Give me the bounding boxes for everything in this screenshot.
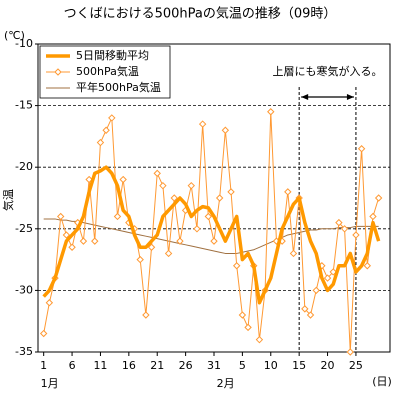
y-unit: (℃) (4, 29, 25, 42)
marker (221, 126, 230, 134)
marker (85, 175, 93, 184)
marker (255, 335, 264, 344)
x-tick-label: 21 (150, 359, 164, 372)
marker (170, 194, 178, 202)
marker (136, 255, 144, 264)
marker (142, 311, 150, 319)
legend-label: 500hPa気温 (76, 64, 139, 78)
x-tick-label: 6 (69, 359, 76, 372)
x-tick-label: 25 (349, 359, 363, 372)
marker (187, 181, 195, 190)
marker (284, 188, 292, 196)
marker (159, 181, 167, 190)
series-line (43, 218, 379, 254)
y-tick-label: -20 (15, 160, 33, 173)
marker (340, 225, 349, 233)
marker (233, 262, 241, 270)
legend-marker (54, 68, 62, 76)
x-tick-label: 20 (321, 359, 335, 372)
y-tick-label: -35 (15, 345, 33, 358)
x-unit: (日) (372, 375, 392, 388)
y-tick-label: -15 (15, 99, 33, 112)
month-label: 1月 (41, 377, 59, 390)
chart-title: つくばにおける500hPaの気温の推移（09時） (64, 6, 337, 22)
marker (164, 249, 173, 258)
x-tick-label: 31 (207, 359, 221, 372)
marker (96, 138, 105, 147)
x-tick-label: 15 (292, 359, 306, 372)
marker (335, 218, 343, 227)
marker (79, 237, 88, 245)
series-line (42, 165, 381, 305)
marker (198, 120, 207, 128)
marker (153, 169, 161, 178)
marker (210, 237, 218, 245)
marker (91, 237, 99, 245)
month-label: 2月 (217, 377, 235, 390)
x-tick-label: 26 (179, 359, 193, 372)
marker (147, 243, 156, 251)
marker (57, 212, 65, 221)
y-tick-label: -10 (15, 37, 33, 50)
marker (193, 225, 201, 233)
x-tick-label: 1 (40, 359, 47, 372)
x-tick-label: 5 (239, 359, 246, 372)
marker (267, 108, 275, 116)
y-tick-label: -30 (15, 283, 33, 296)
legend-label: 5日間移動平均 (76, 48, 149, 62)
marker (45, 299, 54, 307)
x-tick-label: 16 (122, 359, 136, 372)
marker (102, 126, 110, 134)
marker (301, 305, 309, 313)
y-axis-label: 気温 (1, 189, 15, 211)
x-tick-label: 10 (264, 359, 278, 372)
marker (357, 145, 366, 153)
x-tick-label: 11 (93, 359, 107, 372)
marker (176, 237, 184, 245)
annotation-text: 上層にも寒気が入る。 (273, 64, 383, 78)
y-tick-label: -25 (15, 222, 33, 235)
marker (346, 348, 354, 356)
marker (352, 231, 360, 239)
marker (215, 194, 224, 202)
marker (39, 329, 48, 338)
marker (306, 311, 315, 319)
series-line (43, 111, 380, 353)
marker (244, 323, 252, 332)
marker (62, 231, 71, 239)
plot-frame (37, 43, 391, 353)
marker (289, 249, 298, 258)
marker (323, 274, 332, 282)
marker (119, 175, 127, 184)
marker (108, 114, 116, 122)
marker (369, 212, 377, 221)
marker (238, 311, 247, 319)
marker (68, 243, 76, 251)
marker (312, 286, 320, 295)
marker (329, 268, 337, 276)
marker (374, 194, 383, 202)
marker (363, 262, 371, 270)
marker (227, 188, 235, 196)
legend-label: 平年500hPa気温 (76, 80, 161, 94)
marker (113, 212, 122, 221)
marker (204, 212, 213, 221)
